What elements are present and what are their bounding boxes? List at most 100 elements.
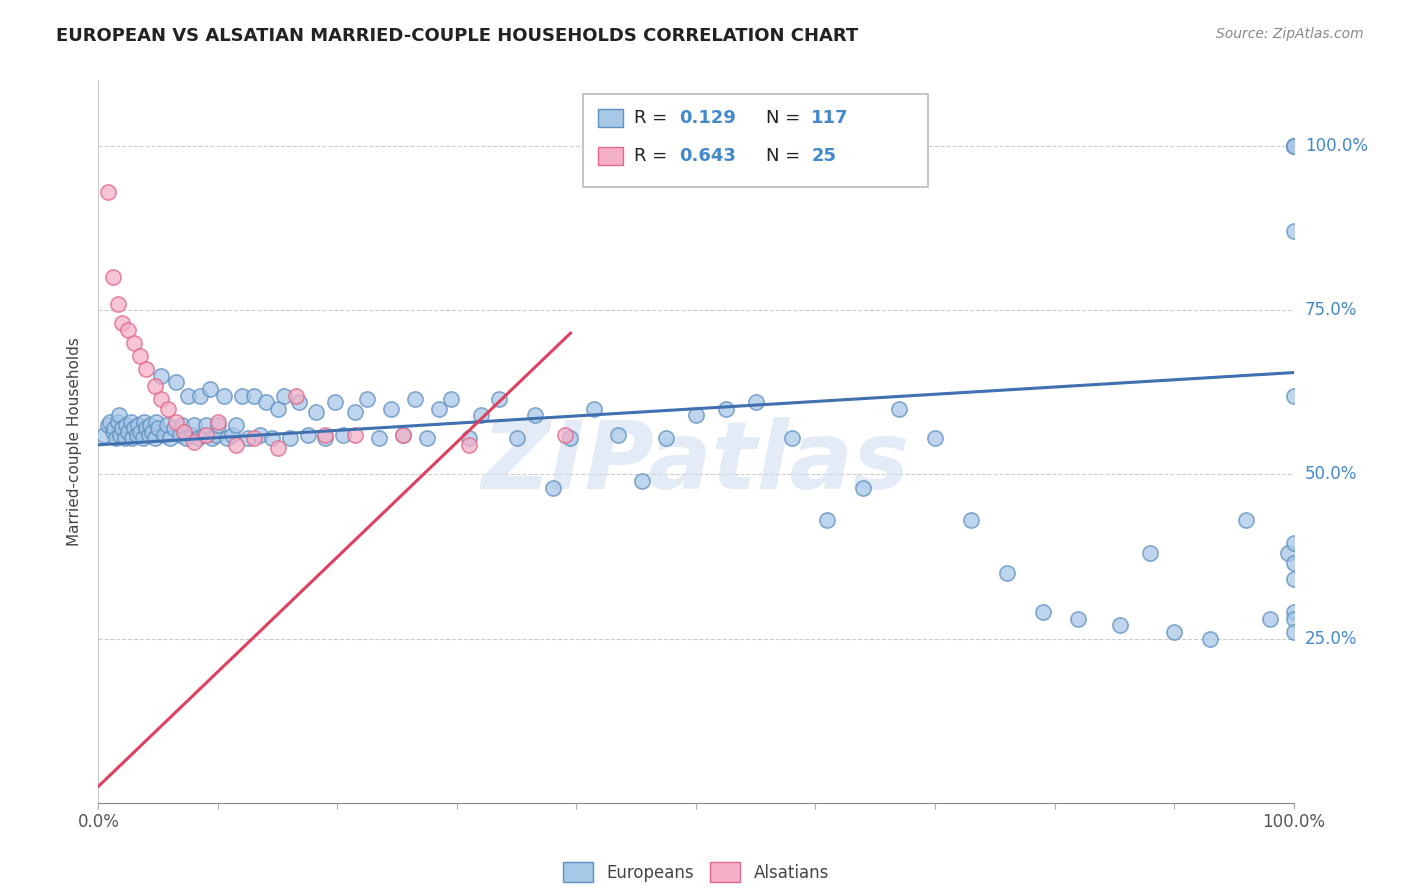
Point bbox=[124, 336, 146, 351]
Point bbox=[97, 185, 120, 199]
Point bbox=[139, 418, 162, 433]
Point bbox=[1199, 632, 1222, 646]
Point bbox=[560, 431, 582, 445]
Point bbox=[149, 392, 172, 406]
Point bbox=[111, 316, 134, 330]
Point bbox=[1277, 546, 1299, 560]
Point bbox=[207, 418, 229, 433]
Text: N =: N = bbox=[766, 147, 800, 165]
Point bbox=[155, 418, 177, 433]
Point bbox=[1109, 618, 1132, 632]
Point bbox=[655, 431, 678, 445]
Point bbox=[554, 428, 576, 442]
Text: N =: N = bbox=[766, 109, 800, 127]
Point bbox=[631, 474, 654, 488]
Y-axis label: Married-couple Households: Married-couple Households bbox=[67, 337, 83, 546]
Point bbox=[1282, 139, 1305, 153]
Point bbox=[103, 421, 125, 435]
Point bbox=[924, 431, 946, 445]
Point bbox=[404, 392, 426, 406]
Point bbox=[470, 409, 492, 423]
Point bbox=[458, 438, 481, 452]
Point bbox=[1163, 625, 1185, 640]
Point bbox=[315, 431, 337, 445]
Point bbox=[121, 431, 143, 445]
Point bbox=[368, 431, 391, 445]
Point bbox=[225, 418, 247, 433]
Point bbox=[243, 388, 266, 402]
Point bbox=[1234, 513, 1257, 527]
Point bbox=[195, 418, 218, 433]
Point bbox=[780, 431, 803, 445]
Point bbox=[305, 405, 328, 419]
Point bbox=[98, 415, 122, 429]
Point bbox=[1282, 612, 1305, 626]
Point bbox=[120, 415, 142, 429]
Text: 0.129: 0.129 bbox=[679, 109, 735, 127]
Point bbox=[380, 401, 402, 416]
Point bbox=[440, 392, 463, 406]
Point bbox=[117, 425, 139, 439]
Point bbox=[201, 431, 224, 445]
Point bbox=[195, 428, 218, 442]
Point bbox=[145, 415, 167, 429]
Point bbox=[1282, 556, 1305, 570]
Point bbox=[356, 392, 378, 406]
Point bbox=[101, 425, 124, 439]
Point bbox=[188, 388, 211, 402]
Point bbox=[685, 409, 707, 423]
Point bbox=[523, 409, 546, 423]
Point bbox=[284, 388, 307, 402]
Point bbox=[392, 428, 415, 442]
Point bbox=[107, 296, 129, 310]
Point bbox=[249, 428, 271, 442]
Text: 25: 25 bbox=[811, 147, 837, 165]
Point bbox=[344, 405, 367, 419]
Point bbox=[254, 395, 277, 409]
Point bbox=[114, 431, 136, 445]
Point bbox=[288, 395, 311, 409]
Point bbox=[607, 428, 630, 442]
Point bbox=[297, 428, 319, 442]
Point bbox=[207, 415, 229, 429]
Point bbox=[960, 513, 983, 527]
Point bbox=[225, 438, 247, 452]
Point bbox=[315, 428, 337, 442]
Point bbox=[1282, 573, 1305, 587]
Text: R =: R = bbox=[634, 109, 668, 127]
Text: 117: 117 bbox=[811, 109, 849, 127]
Point bbox=[183, 434, 205, 449]
Point bbox=[1282, 388, 1305, 402]
Text: 75.0%: 75.0% bbox=[1305, 301, 1357, 319]
Point bbox=[177, 388, 200, 402]
Point bbox=[583, 401, 606, 416]
Point bbox=[1067, 612, 1090, 626]
Point bbox=[236, 431, 259, 445]
Text: Source: ZipAtlas.com: Source: ZipAtlas.com bbox=[1216, 27, 1364, 41]
Point bbox=[180, 428, 202, 442]
Point bbox=[135, 362, 157, 376]
Point bbox=[458, 431, 481, 445]
Point bbox=[163, 421, 186, 435]
Point bbox=[124, 421, 146, 435]
Point bbox=[107, 409, 129, 423]
Point bbox=[169, 428, 191, 442]
Point bbox=[117, 323, 139, 337]
Point bbox=[217, 431, 239, 445]
Text: 50.0%: 50.0% bbox=[1305, 466, 1357, 483]
Point bbox=[132, 415, 155, 429]
Point bbox=[995, 566, 1018, 580]
Point bbox=[183, 418, 205, 433]
Point bbox=[153, 428, 176, 442]
Point bbox=[204, 428, 226, 442]
Point bbox=[260, 431, 283, 445]
Point bbox=[149, 368, 172, 383]
Text: ZIPatlas: ZIPatlas bbox=[482, 417, 910, 509]
Point bbox=[198, 382, 221, 396]
Point bbox=[156, 401, 179, 416]
Point bbox=[143, 378, 166, 392]
Point bbox=[1282, 536, 1305, 550]
Point bbox=[165, 415, 187, 429]
Point bbox=[243, 431, 266, 445]
Text: 100.0%: 100.0% bbox=[1305, 137, 1368, 155]
